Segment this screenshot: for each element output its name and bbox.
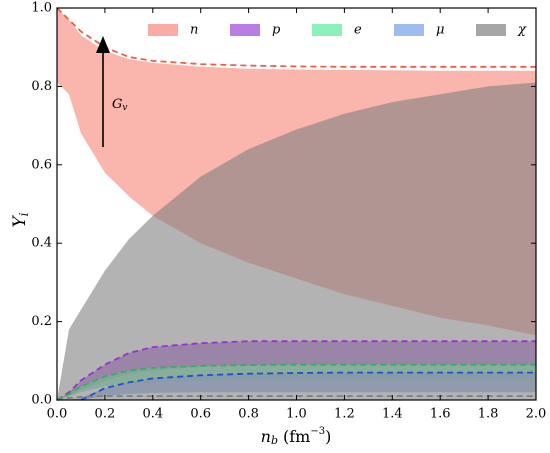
- legend-swatch: [230, 24, 260, 36]
- legend-swatch: [312, 24, 342, 36]
- dashed-line: [56, 363, 536, 401]
- y-tick-label: 0.0: [31, 393, 52, 408]
- y-tick-label: 0.8: [31, 79, 52, 94]
- x-tick-label: 0.4: [142, 407, 163, 422]
- y-tick-label: 0.4: [31, 236, 52, 251]
- x-label-close: ): [325, 427, 331, 446]
- dashed-line: [80, 371, 536, 401]
- legend-label: e: [354, 23, 362, 38]
- legend-swatch: [476, 24, 506, 36]
- x-tick-label: 0.6: [190, 407, 211, 422]
- x-tick-label: 1.2: [334, 407, 355, 422]
- x-tick-label: 2.0: [526, 407, 547, 422]
- y-label-symbol: Y: [10, 215, 30, 228]
- x-axis-label: nb (fm−3): [261, 426, 332, 448]
- x-tick-label: 0.0: [47, 407, 68, 422]
- dashed-line: [56, 7, 536, 68]
- legend-label: p: [272, 23, 281, 38]
- x-label-unit: (fm: [283, 427, 310, 446]
- annotation-sub: v: [122, 103, 127, 113]
- legend-swatch: [148, 24, 178, 36]
- arrow-head: [96, 36, 110, 53]
- y-tick-label: 1.0: [31, 1, 52, 16]
- annotation: Gv: [112, 97, 127, 113]
- x-tick-label: 0.2: [95, 407, 116, 422]
- y-tick-label: 0.2: [31, 314, 52, 329]
- y-axis-label: Yi: [10, 212, 31, 227]
- legend-label: χ: [517, 23, 527, 38]
- x-tick-label: 1.4: [382, 407, 403, 422]
- legend-label: μ: [436, 23, 444, 38]
- x-tick-label: 0.8: [238, 407, 259, 422]
- x-label-sub: b: [271, 434, 278, 447]
- band: [57, 82, 536, 400]
- x-tick-label: 1.6: [430, 407, 451, 422]
- y-tick-label: 0.6: [31, 157, 52, 172]
- legend-label: n: [190, 23, 198, 38]
- dashed-line: [56, 395, 536, 401]
- x-tick-label: 1.0: [286, 407, 307, 422]
- x-label-exp: −3: [310, 426, 325, 437]
- annotation-symbol: G: [112, 97, 122, 112]
- legend-swatch: [394, 24, 424, 36]
- x-label-symbol: n: [261, 427, 271, 446]
- x-tick-label: 1.8: [478, 407, 499, 422]
- y-label-sub: i: [17, 212, 31, 216]
- dashed-line: [56, 340, 536, 401]
- plot-area: 0.0 0.2 0.4 0.6 0.8 1.0 1.2 1.4 1.6 1.8 2.0 0.0 0.2 0…: [31, 1, 546, 422]
